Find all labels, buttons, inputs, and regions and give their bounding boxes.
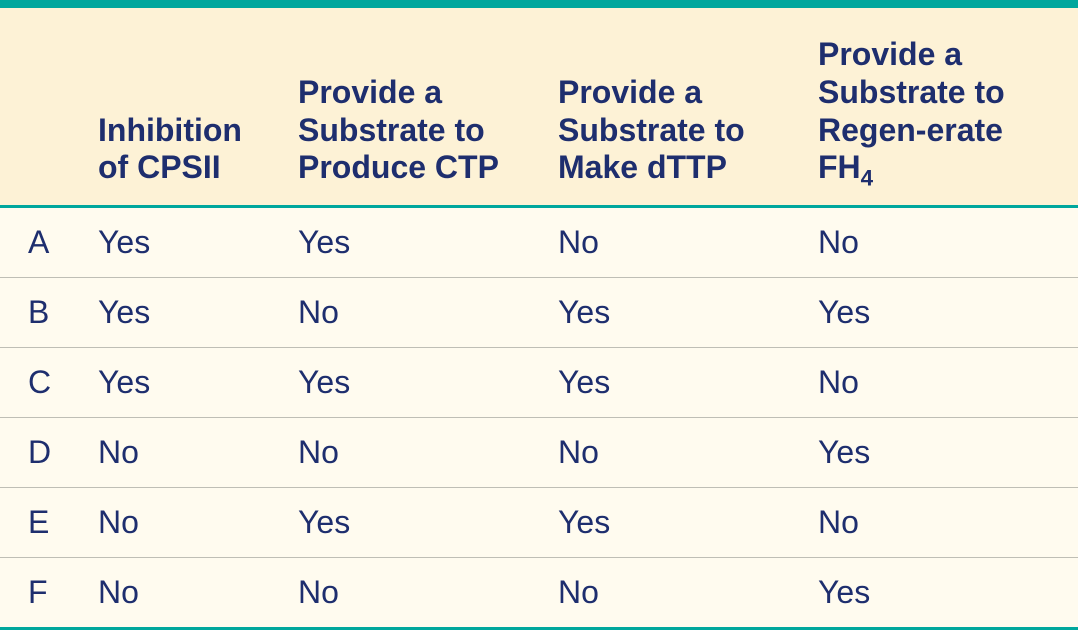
cell: No: [546, 418, 806, 488]
cell: No: [546, 207, 806, 278]
row-label: F: [0, 558, 86, 629]
table-row: E No Yes Yes No: [0, 488, 1078, 558]
cell: No: [806, 348, 1078, 418]
cell: Yes: [86, 207, 286, 278]
cell: Yes: [806, 558, 1078, 629]
cell: No: [286, 418, 546, 488]
col-header-dttp: Provide a Substrate to Make dTTP: [546, 4, 806, 207]
cell: No: [806, 488, 1078, 558]
table-row: B Yes No Yes Yes: [0, 278, 1078, 348]
table-header-row: Inhibition of CPSII Provide a Substrate …: [0, 4, 1078, 207]
table-row: C Yes Yes Yes No: [0, 348, 1078, 418]
cell: Yes: [806, 418, 1078, 488]
row-label: C: [0, 348, 86, 418]
cell: Yes: [86, 348, 286, 418]
table-row: A Yes Yes No No: [0, 207, 1078, 278]
col-header-ctp: Provide a Substrate to Produce CTP: [286, 4, 546, 207]
cell: No: [286, 278, 546, 348]
table-row: F No No No Yes: [0, 558, 1078, 629]
table-body: A Yes Yes No No B Yes No Yes Yes C Yes Y…: [0, 207, 1078, 629]
cell: Yes: [286, 488, 546, 558]
cell: Yes: [286, 207, 546, 278]
row-label: B: [0, 278, 86, 348]
table-row: D No No No Yes: [0, 418, 1078, 488]
row-label: A: [0, 207, 86, 278]
cell: Yes: [546, 348, 806, 418]
cell: Yes: [546, 278, 806, 348]
row-label: E: [0, 488, 86, 558]
row-label: D: [0, 418, 86, 488]
cell: Yes: [546, 488, 806, 558]
cell: No: [86, 488, 286, 558]
col-header-inhibition: Inhibition of CPSII: [86, 4, 286, 207]
cell: No: [86, 418, 286, 488]
cell: Yes: [286, 348, 546, 418]
col-header-fh4-text: Provide a Substrate to Regen-erate FH: [818, 36, 1005, 185]
cell: No: [546, 558, 806, 629]
cell: Yes: [86, 278, 286, 348]
cell: No: [806, 207, 1078, 278]
header-spacer: [0, 4, 86, 207]
cell: Yes: [806, 278, 1078, 348]
col-header-fh4-sub: 4: [861, 166, 873, 191]
data-table: Inhibition of CPSII Provide a Substrate …: [0, 0, 1078, 630]
col-header-fh4: Provide a Substrate to Regen-erate FH4: [806, 4, 1078, 207]
cell: No: [286, 558, 546, 629]
cell: No: [86, 558, 286, 629]
